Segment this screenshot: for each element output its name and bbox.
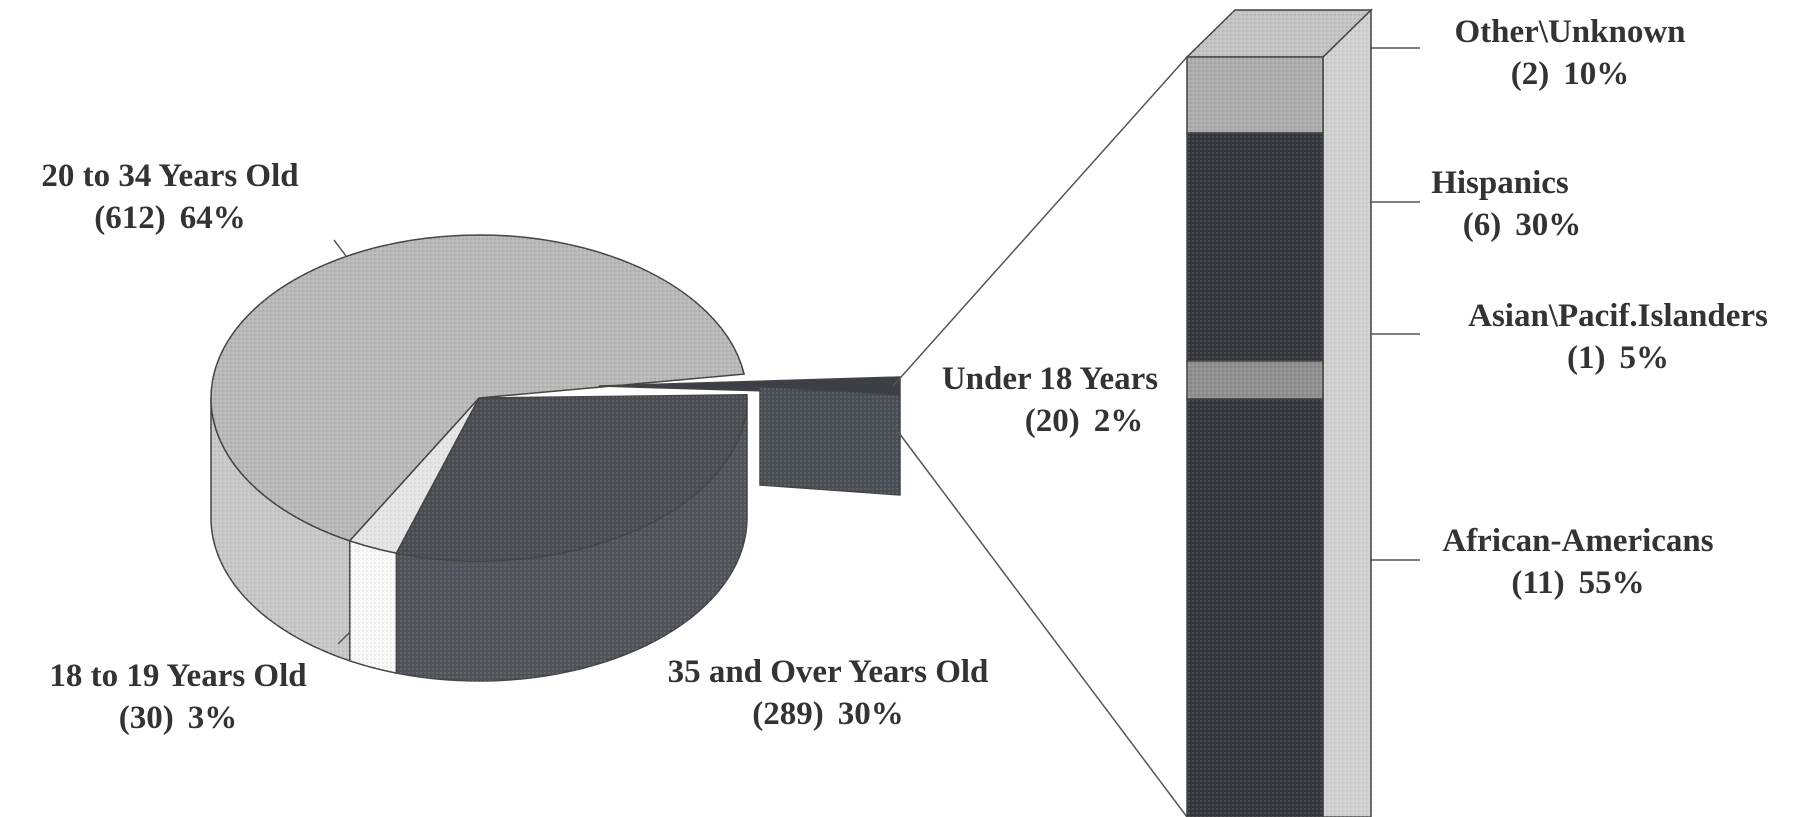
label-asian-pacific-islanders-value: (1) 5% bbox=[1567, 340, 1669, 376]
label-african-americans-value: (11) 55% bbox=[1511, 565, 1644, 601]
label-under-18-value: (20) 2% bbox=[1025, 403, 1143, 439]
column-segment-texture-hispanics bbox=[1187, 133, 1323, 361]
label-18-to-19: 18 to 19 Years Old (30) 3% bbox=[49, 631, 351, 736]
pie-wall-texture-20-to-34-years-old bbox=[211, 398, 350, 661]
label-20-to-34: 20 to 34 Years Old (612) 64% bbox=[41, 158, 347, 257]
label-20-to-34-value: (612) 64% bbox=[94, 200, 245, 236]
label-20-to-34-name: 20 to 34 Years Old bbox=[41, 158, 298, 194]
column-segment-texture-other-unknown bbox=[1187, 57, 1323, 133]
pie-slice-under-18-years bbox=[598, 376, 901, 496]
connector-line-top bbox=[892, 56, 1188, 387]
label-other-unknown-value: (2) 10% bbox=[1511, 56, 1629, 92]
label-african-americans: African-Americans (11) 55% bbox=[1370, 523, 1714, 601]
pie-slice-texture-35-and-over-years-old bbox=[396, 394, 747, 562]
label-18-to-19-value: (30) 3% bbox=[119, 700, 237, 736]
pie-slice-texture-20-to-34-years-old bbox=[211, 235, 745, 541]
connector-line-bottom bbox=[892, 424, 1188, 817]
column-segment-texture-african-americans bbox=[1187, 399, 1323, 817]
label-35-and-over-name: 35 and Over Years Old bbox=[668, 654, 989, 690]
label-other-unknown-name: Other\Unknown bbox=[1454, 14, 1685, 50]
label-18-to-19-name: 18 to 19 Years Old bbox=[49, 658, 306, 694]
column-side-texture bbox=[1323, 10, 1371, 817]
column-top-texture bbox=[1187, 10, 1371, 57]
exploded-wedge-side-texture bbox=[760, 387, 900, 495]
pie-wall-texture-18-to-19-years-old bbox=[349, 540, 397, 674]
pie-slice-texture-18-to-19-years-old bbox=[349, 398, 479, 554]
label-hispanics: Hispanics (6) 30% bbox=[1370, 165, 1581, 243]
label-under-18: Under 18 Years (20) 2% bbox=[942, 361, 1158, 439]
label-other-unknown: Other\Unknown (2) 10% bbox=[1370, 14, 1686, 92]
pie-wall-texture-35-and-over-years-old bbox=[396, 398, 747, 681]
label-hispanics-name: Hispanics bbox=[1431, 165, 1569, 201]
label-35-and-over-value: (289) 30% bbox=[752, 696, 903, 732]
label-35-and-over: 35 and Over Years Old (289) 30% bbox=[621, 627, 989, 732]
race-stacked-column bbox=[1185, 8, 1373, 817]
label-under-18-name: Under 18 Years bbox=[942, 361, 1158, 397]
label-african-americans-name: African-Americans bbox=[1442, 523, 1713, 559]
breakout-connector-lines bbox=[892, 56, 1188, 817]
label-asian-pacific-islanders: Asian\Pacif.Islanders (1) 5% bbox=[1370, 298, 1768, 376]
column-segment-texture-asian-pacif-islanders bbox=[1187, 361, 1323, 399]
label-hispanics-value: (6) 30% bbox=[1463, 207, 1581, 243]
age-pie-chart bbox=[210, 234, 901, 682]
label-asian-pacific-islanders-name: Asian\Pacif.Islanders bbox=[1468, 298, 1768, 334]
